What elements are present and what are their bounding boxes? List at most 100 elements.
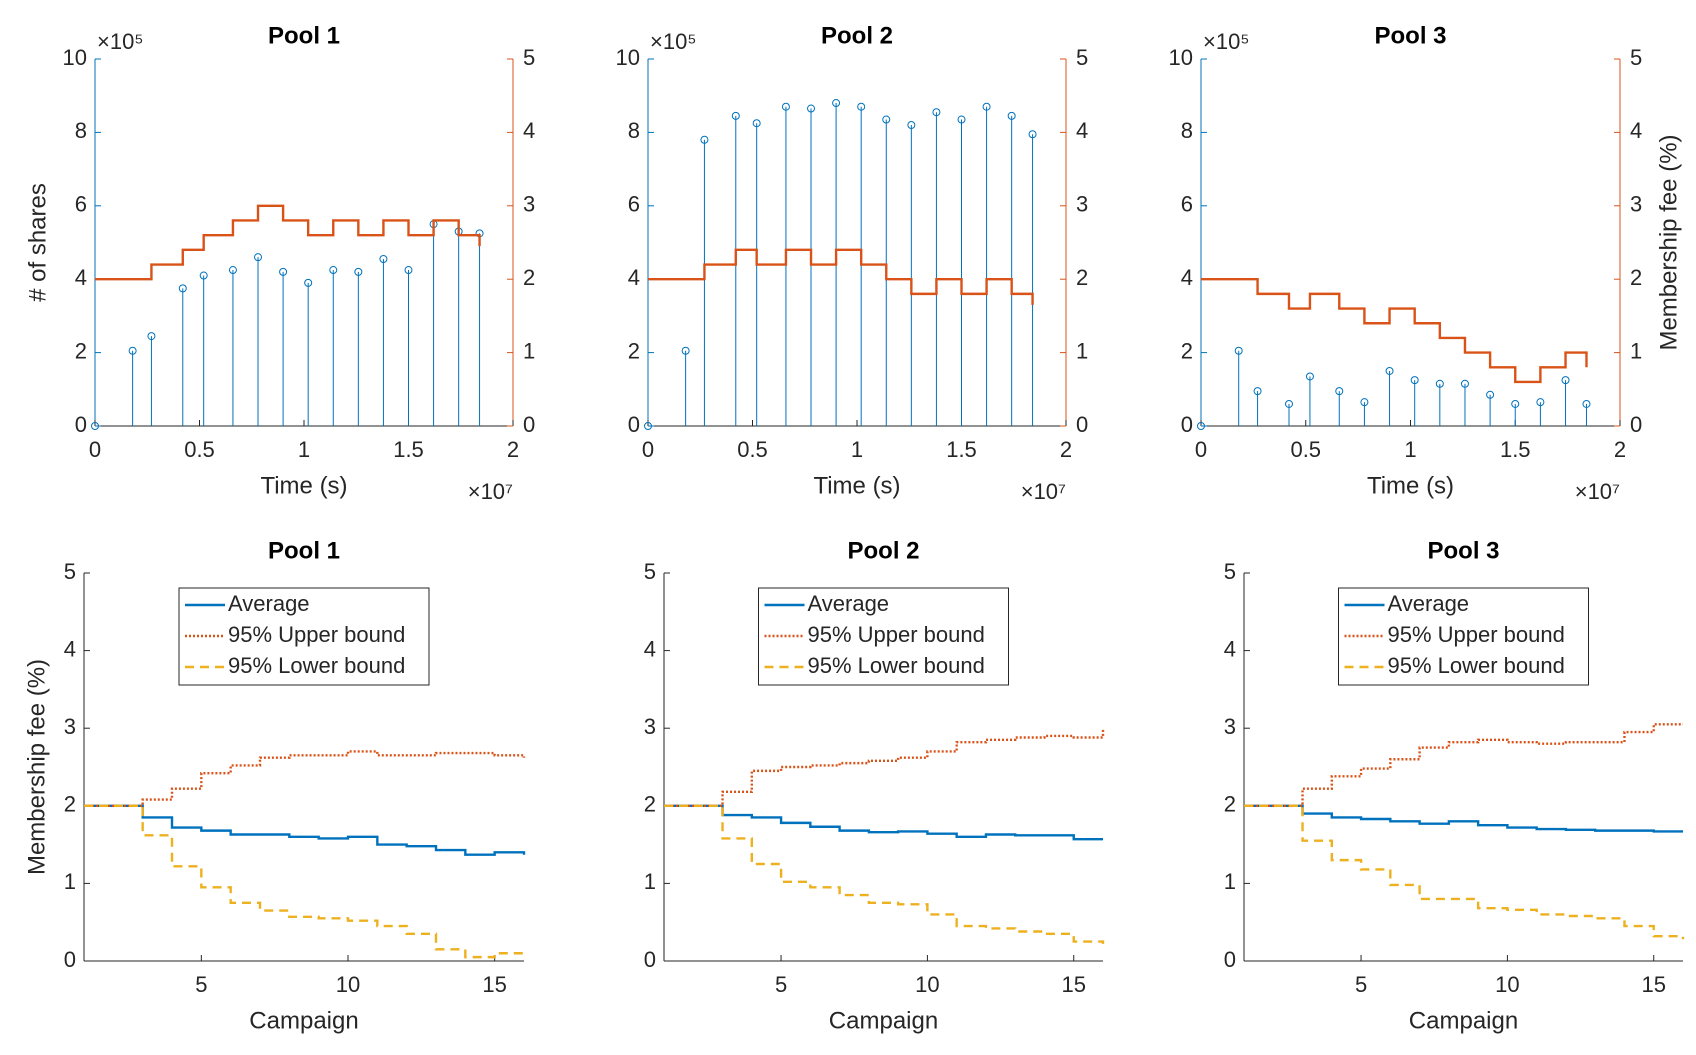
stairs-line (648, 248, 1034, 305)
x-tick-label: 1 (851, 437, 863, 462)
y2-tick-label: 1 (1630, 338, 1642, 363)
stem-marker (1284, 399, 1293, 408)
stairs-line (95, 204, 481, 281)
stem-marker (781, 102, 790, 111)
x-tick-label: 10 (1495, 972, 1519, 997)
stem-marker (1561, 376, 1570, 385)
y-tick-label: 2 (644, 792, 656, 817)
y-tick-label: 0 (1181, 412, 1193, 437)
y2-tick-label: 2 (523, 265, 535, 290)
stem-marker (1385, 366, 1394, 375)
x-tick-label: 2 (507, 437, 519, 462)
legend: Average 95% Upper bound 95% Lower bound (1338, 587, 1589, 686)
y-exponent: ×10⁵ (1203, 29, 1249, 54)
stem-marker (1460, 379, 1469, 388)
y2-tick-label: 4 (523, 118, 535, 143)
legend-label: Average (808, 591, 890, 616)
y-tick-label: 0 (628, 412, 640, 437)
stem-marker (1511, 399, 1520, 408)
stairs-line (664, 728, 1105, 807)
x-axis-label: Time (s) (260, 472, 347, 499)
stem-marker (731, 111, 740, 120)
y2-tick-label: 2 (1630, 265, 1642, 290)
y-tick-label: 4 (1181, 265, 1193, 290)
y-tick-label: 10 (1169, 45, 1193, 70)
y-tick-label: 0 (75, 412, 87, 437)
stem-marker (1007, 111, 1016, 120)
stem-marker (404, 266, 413, 275)
y-tick-label: 3 (644, 714, 656, 739)
stem-marker (1197, 422, 1205, 430)
x-tick-label: 5 (195, 972, 207, 997)
x-exponent: ×10⁷ (468, 479, 513, 504)
y2-tick-label: 0 (1076, 412, 1088, 437)
x-axis-label: Campaign (249, 1007, 358, 1034)
stairs-line (664, 804, 1103, 841)
x-tick-label: 5 (775, 972, 787, 997)
x-tick-label: 2 (1060, 437, 1072, 462)
stem-marker (329, 266, 338, 275)
x-tick-label: 1 (1404, 437, 1416, 462)
y2-axis-label: Membership fee (%) (1655, 134, 1682, 350)
y-tick-label: 0 (64, 947, 76, 972)
x-tick-label: 0 (1195, 437, 1207, 462)
legend-label: 95% Lower bound (1388, 653, 1565, 678)
legend-label: 95% Upper bound (228, 622, 405, 647)
y-exponent: ×10⁵ (97, 29, 143, 54)
stem-marker (199, 271, 208, 280)
stem-marker (254, 253, 263, 262)
stem-marker (957, 115, 966, 124)
y-tick-label: 8 (75, 118, 87, 143)
stem-marker (1435, 379, 1444, 388)
stairs-line (1244, 804, 1683, 833)
x-tick-label: 10 (915, 972, 939, 997)
stem-marker (932, 108, 941, 117)
y2-tick-label: 5 (1630, 45, 1642, 70)
x-tick-label: 15 (482, 972, 506, 997)
x-tick-label: 1.5 (1500, 437, 1531, 462)
stem-marker (228, 266, 237, 275)
chart-title: Pool 2 (847, 537, 919, 564)
chart-title: Pool 2 (821, 22, 893, 49)
legend: Average 95% Upper bound 95% Lower bound (758, 587, 1009, 686)
x-exponent: ×10⁷ (1021, 479, 1066, 504)
x-tick-label: 0 (89, 437, 101, 462)
stem-marker (882, 115, 891, 124)
y-tick-label: 5 (1224, 559, 1236, 584)
x-tick-label: 10 (336, 972, 360, 997)
chart-title: Pool 3 (1374, 22, 1446, 49)
y-exponent: ×10⁵ (650, 29, 696, 54)
legend: Average 95% Upper bound 95% Lower bound (178, 587, 430, 686)
y-tick-label: 2 (64, 792, 76, 817)
y2-tick-label: 3 (523, 192, 535, 217)
y-tick-label: 8 (1181, 118, 1193, 143)
y2-tick-label: 0 (523, 412, 535, 437)
stem-marker (304, 278, 313, 287)
stem-marker (1410, 376, 1419, 385)
legend-label: 95% Lower bound (228, 653, 405, 678)
x-tick-label: 0.5 (737, 437, 768, 462)
y-tick-label: 4 (75, 265, 87, 290)
y-tick-label: 2 (75, 338, 87, 363)
legend-label: Average (1388, 591, 1470, 616)
stairs-line (1201, 278, 1588, 384)
y2-tick-label: 5 (523, 45, 535, 70)
y-tick-label: 1 (644, 869, 656, 894)
chart-title: Pool 1 (268, 22, 340, 49)
y-tick-label: 10 (616, 45, 640, 70)
y-tick-label: 0 (1224, 947, 1236, 972)
stem-marker (832, 99, 841, 108)
legend-label: 95% Upper bound (808, 622, 985, 647)
x-tick-label: 5 (1355, 972, 1367, 997)
x-axis-label: Time (s) (1367, 472, 1454, 499)
y2-tick-label: 4 (1630, 118, 1642, 143)
chart-title: Pool 1 (268, 537, 340, 564)
x-tick-label: 15 (1061, 972, 1085, 997)
y-tick-label: 1 (64, 869, 76, 894)
stem-marker (857, 102, 866, 111)
stem-marker (1360, 398, 1369, 407)
y-tick-label: 4 (628, 265, 640, 290)
stairs-line (84, 804, 526, 856)
stem-marker (379, 255, 388, 264)
